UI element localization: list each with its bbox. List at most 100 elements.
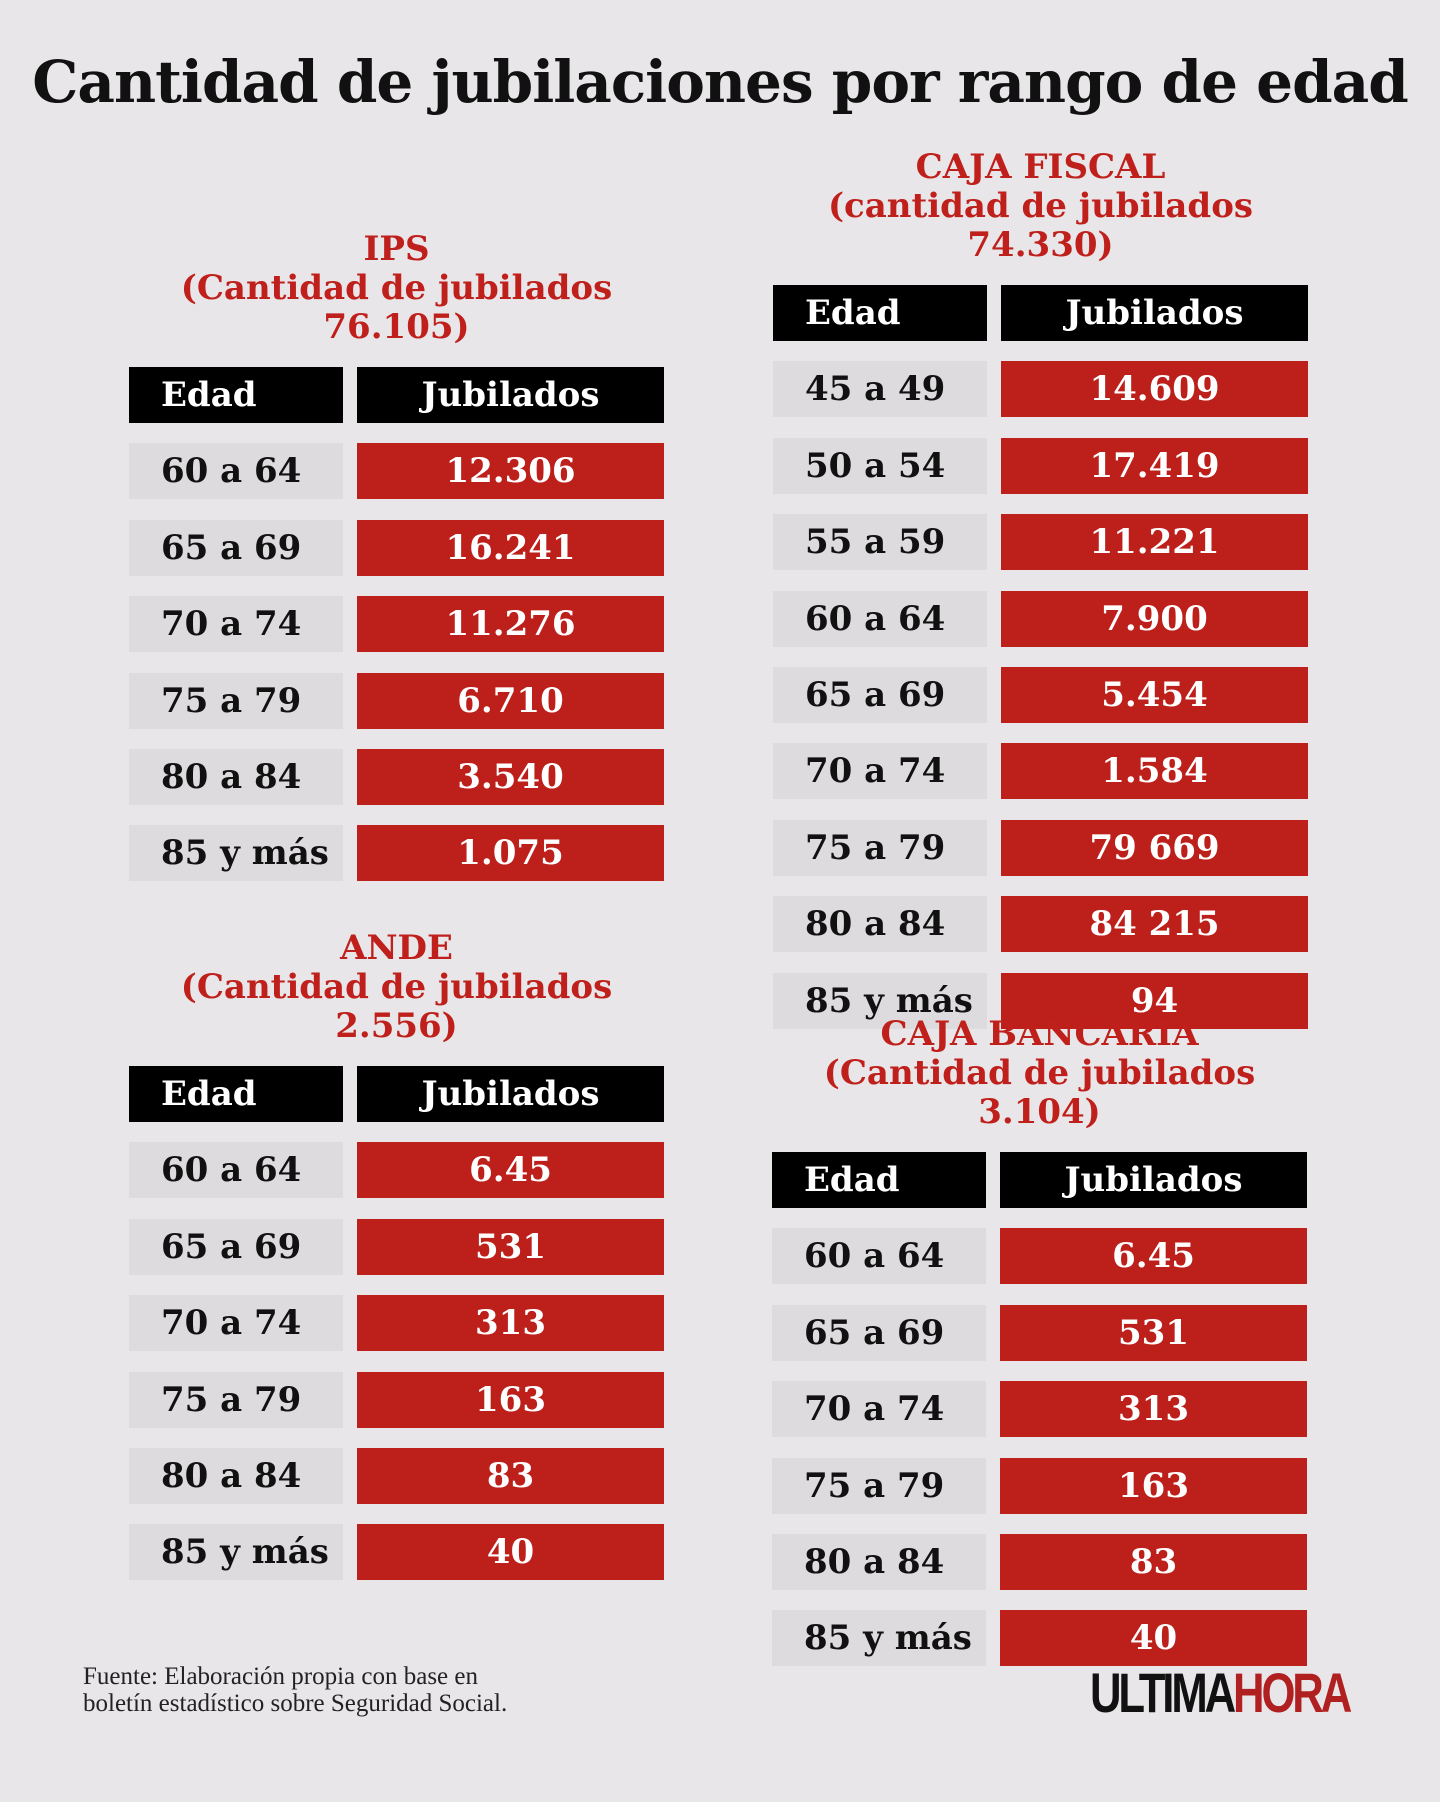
section-subtitle: (cantidad de jubilados 74.330) bbox=[827, 186, 1254, 265]
table-row: 85 y más 94 bbox=[773, 972, 1308, 1029]
section-heading: ANDE (Cantidad de jubilados 2.556) bbox=[129, 929, 664, 1046]
retiree-count: 5.454 bbox=[1001, 666, 1308, 723]
table-header: Edad Jubilados bbox=[773, 285, 1308, 341]
retiree-count: 531 bbox=[357, 1218, 664, 1275]
retiree-count: 1.075 bbox=[357, 825, 664, 882]
header-edad: Edad bbox=[773, 285, 987, 341]
retiree-count: 163 bbox=[1000, 1457, 1307, 1514]
header-edad: Edad bbox=[129, 367, 343, 423]
retiree-count: 84 215 bbox=[1001, 896, 1308, 953]
ultimahora-logo: ULTIMAHORA bbox=[1090, 1661, 1352, 1724]
header-edad: Edad bbox=[772, 1152, 986, 1208]
age-range: 75 a 79 bbox=[129, 672, 343, 729]
age-range: 85 y más bbox=[772, 1610, 986, 1667]
age-range: 50 a 54 bbox=[773, 437, 987, 494]
table-row: 80 a 84 84 215 bbox=[773, 896, 1308, 953]
table-row: 70 a 74 313 bbox=[129, 1295, 664, 1352]
section-name: IPS bbox=[363, 229, 430, 269]
header-jubilados: Jubilados bbox=[357, 1066, 664, 1122]
table-row: 80 a 84 83 bbox=[129, 1447, 664, 1504]
retiree-count: 11.276 bbox=[357, 596, 664, 653]
retiree-count: 6.45 bbox=[357, 1142, 664, 1199]
header-jubilados: Jubilados bbox=[357, 367, 664, 423]
age-range: 75 a 79 bbox=[773, 819, 987, 876]
section-subtitle: (Cantidad de jubilados 3.104) bbox=[823, 1053, 1256, 1132]
age-range: 55 a 59 bbox=[773, 514, 987, 571]
table-row: 60 a 64 7.900 bbox=[773, 590, 1308, 647]
table-row: 85 y más 40 bbox=[129, 1524, 664, 1581]
table-row: 60 a 64 6.45 bbox=[772, 1228, 1307, 1285]
section-subtitle: (Cantidad de jubilados 76.105) bbox=[180, 268, 613, 347]
table-row: 70 a 74 11.276 bbox=[129, 596, 664, 653]
age-range: 65 a 69 bbox=[773, 666, 987, 723]
retiree-count: 531 bbox=[1000, 1304, 1307, 1361]
header-jubilados: Jubilados bbox=[1001, 285, 1308, 341]
table-header: Edad Jubilados bbox=[129, 367, 664, 423]
retiree-count: 83 bbox=[357, 1447, 664, 1504]
source-line-2: boletín estadístico sobre Seguridad Soci… bbox=[83, 1690, 508, 1717]
retiree-count: 94 bbox=[1001, 972, 1308, 1029]
section-heading: IPS (Cantidad de jubilados 76.105) bbox=[129, 230, 664, 347]
retiree-count: 1.584 bbox=[1001, 743, 1308, 800]
age-range: 45 a 49 bbox=[773, 361, 987, 418]
age-range: 70 a 74 bbox=[129, 596, 343, 653]
age-range: 80 a 84 bbox=[129, 1447, 343, 1504]
retiree-count: 79 669 bbox=[1001, 819, 1308, 876]
section-subtitle: (Cantidad de jubilados 2.556) bbox=[180, 967, 613, 1046]
table-row: 80 a 84 3.540 bbox=[129, 748, 664, 805]
table-header: Edad Jubilados bbox=[772, 1152, 1307, 1208]
table-row: 75 a 79 6.710 bbox=[129, 672, 664, 729]
age-range: 60 a 64 bbox=[773, 590, 987, 647]
retiree-count: 16.241 bbox=[357, 519, 664, 576]
retiree-count: 40 bbox=[1000, 1610, 1307, 1667]
age-range: 65 a 69 bbox=[129, 1218, 343, 1275]
table-row: 75 a 79 163 bbox=[129, 1371, 664, 1428]
age-range: 70 a 74 bbox=[129, 1295, 343, 1352]
retiree-count: 14.609 bbox=[1001, 361, 1308, 418]
page-title: Cantidad de jubilaciones por rango de ed… bbox=[32, 48, 1409, 116]
table-row: 55 a 59 11.221 bbox=[773, 514, 1308, 571]
table-row: 70 a 74 313 bbox=[772, 1381, 1307, 1438]
table-row: 45 a 49 14.609 bbox=[773, 361, 1308, 418]
table-row: 75 a 79 79 669 bbox=[773, 819, 1308, 876]
age-range: 75 a 79 bbox=[129, 1371, 343, 1428]
table-row: 65 a 69 531 bbox=[129, 1218, 664, 1275]
section-heading: CAJA BANCARIA (Cantidad de jubilados 3.10… bbox=[772, 1015, 1307, 1132]
section-ips: IPS (Cantidad de jubilados 76.105) Edad Jub… bbox=[129, 230, 664, 902]
section-heading: CAJA FISCAL (cantidad de jubilados 74.330… bbox=[773, 148, 1308, 265]
age-range: 60 a 64 bbox=[772, 1228, 986, 1285]
age-range: 70 a 74 bbox=[772, 1381, 986, 1438]
section-name: ANDE bbox=[340, 928, 453, 968]
age-range: 65 a 69 bbox=[772, 1304, 986, 1361]
retiree-count: 11.221 bbox=[1001, 514, 1308, 571]
age-range: 80 a 84 bbox=[773, 896, 987, 953]
table-row: 65 a 69 16.241 bbox=[129, 519, 664, 576]
table-header: Edad Jubilados bbox=[129, 1066, 664, 1122]
retiree-count: 83 bbox=[1000, 1533, 1307, 1590]
header-edad: Edad bbox=[129, 1066, 343, 1122]
retiree-count: 12.306 bbox=[357, 443, 664, 500]
retiree-count: 17.419 bbox=[1001, 437, 1308, 494]
age-range: 80 a 84 bbox=[772, 1533, 986, 1590]
age-range: 85 y más bbox=[129, 1524, 343, 1581]
section-caja-fiscal: CAJA FISCAL (cantidad de jubilados 74.330… bbox=[773, 148, 1308, 1049]
header-jubilados: Jubilados bbox=[1000, 1152, 1307, 1208]
section-name: CAJA FISCAL bbox=[915, 147, 1166, 187]
retiree-count: 6.710 bbox=[357, 672, 664, 729]
section-name: CAJA BANCARIA bbox=[880, 1014, 1199, 1054]
retiree-count: 6.45 bbox=[1000, 1228, 1307, 1285]
source-note: Fuente: Elaboración propia con base en b… bbox=[83, 1663, 507, 1717]
table-row: 80 a 84 83 bbox=[772, 1533, 1307, 1590]
table-row: 75 a 79 163 bbox=[772, 1457, 1307, 1514]
retiree-count: 3.540 bbox=[357, 748, 664, 805]
table-row: 60 a 64 12.306 bbox=[129, 443, 664, 500]
table-row: 70 a 74 1.584 bbox=[773, 743, 1308, 800]
age-range: 60 a 64 bbox=[129, 1142, 343, 1199]
table-row: 85 y más 1.075 bbox=[129, 825, 664, 882]
age-range: 70 a 74 bbox=[773, 743, 987, 800]
retiree-count: 313 bbox=[357, 1295, 664, 1352]
section-ande: ANDE (Cantidad de jubilados 2.556) Edad Jub… bbox=[129, 929, 664, 1601]
source-line-1: Fuente: Elaboración propia con base en bbox=[83, 1663, 478, 1690]
table-row: 60 a 64 6.45 bbox=[129, 1142, 664, 1199]
section-caja-bancaria: CAJA BANCARIA (Cantidad de jubilados 3.10… bbox=[772, 1015, 1307, 1687]
